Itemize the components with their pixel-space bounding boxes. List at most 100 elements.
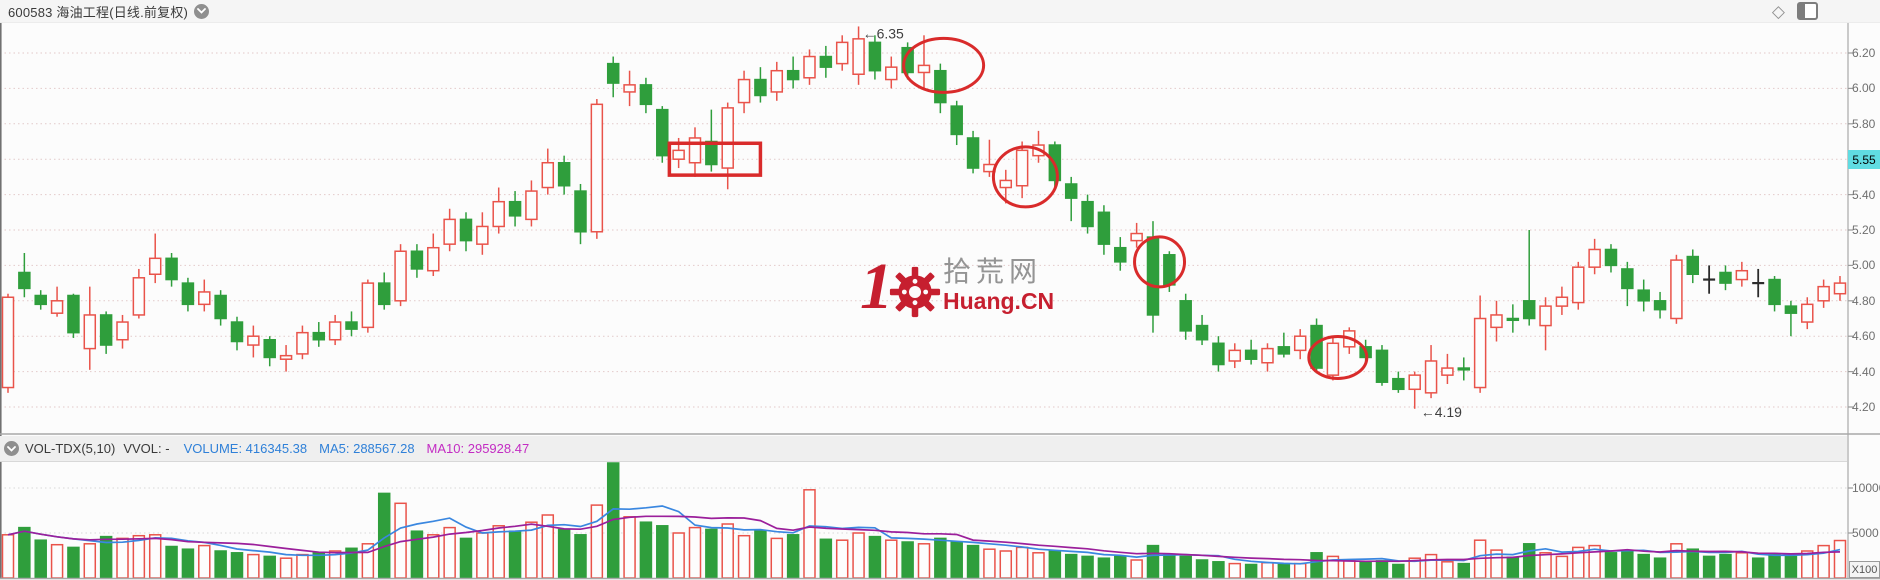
volume-bar [966, 544, 980, 579]
candle-body [917, 64, 931, 74]
candle-body [803, 55, 816, 79]
volume-bar [1604, 552, 1618, 579]
candle-body [1441, 367, 1454, 376]
annotation-rect [667, 141, 763, 177]
candle-body [279, 354, 293, 360]
volume-bar [476, 532, 489, 579]
volume-bar [508, 530, 522, 579]
volume-bar [639, 521, 653, 579]
volume-bar [1751, 557, 1765, 579]
volume-bar [1244, 563, 1258, 579]
candle-body [410, 250, 424, 270]
candle-body [1735, 269, 1749, 281]
candle-body [786, 69, 800, 81]
candle-body [966, 137, 980, 169]
gear-zero-icon [889, 266, 941, 323]
annotation-circle [1307, 334, 1369, 380]
candle-body [868, 41, 882, 72]
candle-body [835, 41, 849, 65]
candle-body [1473, 317, 1487, 389]
candle-body [606, 62, 620, 84]
candle-body [50, 300, 64, 314]
volume-bar [1212, 561, 1225, 579]
candle-body [672, 149, 685, 160]
volume-bar [1277, 563, 1291, 579]
volume-bar [247, 553, 260, 579]
candle-body [721, 107, 734, 169]
candle-body [1261, 347, 1274, 364]
volume-bar [1424, 553, 1438, 579]
volume-bar [263, 555, 276, 579]
volume-bar [1114, 555, 1127, 579]
candle-body [754, 78, 767, 97]
volume-bar [1048, 550, 1062, 579]
indicator-formula[interactable]: VOL-TDX(5,10) [25, 441, 116, 456]
volume-bar [230, 552, 244, 579]
candle-body [377, 282, 391, 306]
candle-body [263, 338, 276, 359]
candle-body [1555, 296, 1569, 307]
volume-bar [312, 552, 326, 579]
volume-bar [18, 526, 31, 579]
volume-bar [1768, 553, 1781, 579]
candle-body [1604, 248, 1618, 267]
candle-body [705, 140, 718, 166]
candle-body [950, 105, 963, 136]
volume-bar [1130, 559, 1143, 579]
candle-body [1424, 360, 1438, 394]
volume-bar [1784, 555, 1798, 579]
price-axis-label: 5.00 [1852, 258, 1876, 273]
candle-body [165, 257, 178, 281]
volume-bar [459, 537, 473, 579]
diamond-icon[interactable]: ◇ [1771, 1, 1785, 21]
candle-body [34, 294, 47, 306]
volume-bar [754, 530, 767, 579]
price-axis-label: 6.00 [1852, 81, 1876, 96]
indicator-ma10-value: MA10: 295928.47 [426, 441, 530, 456]
candle-body [492, 200, 505, 228]
chevron-down-icon[interactable] [194, 3, 210, 19]
volume-bar [1702, 555, 1716, 579]
candle-body [1768, 278, 1781, 306]
collapse-chevron-icon[interactable] [4, 441, 19, 456]
candle-body [1195, 324, 1209, 341]
candle-body [99, 314, 113, 346]
volume-axis-label: 5000 [1852, 526, 1879, 540]
titlebar-controls: ◇ [1772, 2, 1818, 20]
volume-bar [803, 489, 816, 579]
watermark-domain: Huang.CN [943, 288, 1055, 314]
candle-body [590, 103, 604, 233]
candle-body [1081, 200, 1094, 228]
volume-bar [83, 543, 97, 579]
candle-body [1506, 317, 1520, 322]
volume-bar [214, 550, 227, 579]
candle-body [1130, 232, 1143, 242]
price-axis-label: 4.80 [1852, 293, 1876, 308]
candle-body [1490, 314, 1503, 329]
volume-bar [999, 550, 1013, 579]
price-axis-label: 5.80 [1852, 116, 1876, 131]
candle-body [443, 218, 456, 245]
title-bar: 600583 海油工程(日线.前复权) ◇ [0, 0, 1880, 23]
candle-body [312, 331, 326, 341]
candle-body [230, 321, 244, 343]
candle-body [639, 84, 653, 106]
candle-body [476, 225, 489, 245]
candle-body [1392, 377, 1405, 391]
volume-bar [1833, 539, 1847, 579]
volume-bar [1195, 559, 1209, 579]
volume-bar [279, 557, 293, 579]
candle-body [1015, 149, 1029, 187]
volume-bar [1064, 553, 1078, 579]
volume-bar [132, 534, 146, 579]
low-price-label: ←4.19 [1421, 404, 1462, 420]
volume-ma5-line [7, 505, 1841, 565]
split-panel-icon[interactable] [1797, 2, 1818, 20]
high-price-label: ←6.35 [863, 25, 904, 41]
volume-bar [574, 534, 587, 579]
candle-body [1801, 303, 1814, 323]
volume-bar [1817, 544, 1830, 579]
price-axis-label: 4.40 [1852, 364, 1876, 379]
watermark-text: 拾荒网 Huang.CN [943, 256, 1054, 314]
